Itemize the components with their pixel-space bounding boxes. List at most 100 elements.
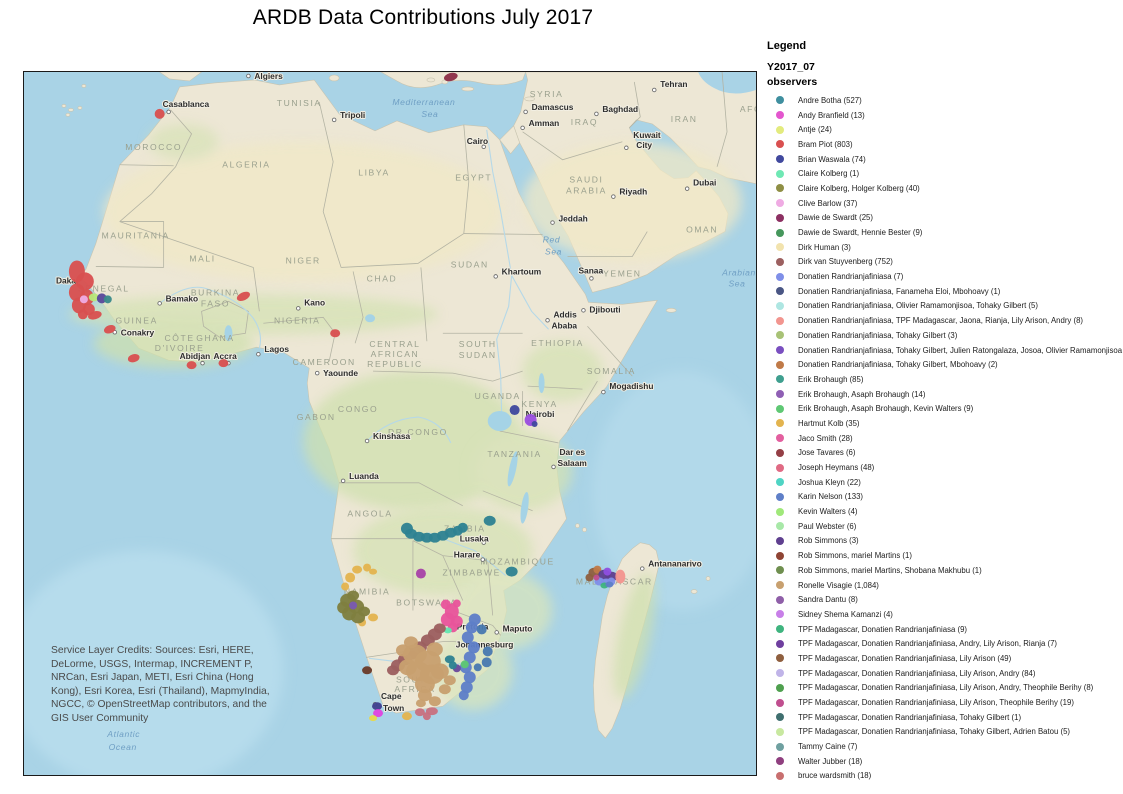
city-dot <box>331 117 337 123</box>
legend-item-label: Kevin Walters (4) <box>798 507 858 517</box>
legend-swatch-icon <box>776 522 784 531</box>
observation-marker <box>483 515 496 526</box>
city-label: Dakar <box>56 275 80 285</box>
observation-marker <box>440 599 451 610</box>
city-label: Casablanca <box>163 99 210 109</box>
legend-item-label: TPF Madagascar, Donatien Randrianjafinia… <box>798 653 1012 663</box>
country-label: GUINEA <box>116 315 158 325</box>
legend-swatch-icon <box>776 169 784 178</box>
legend-swatch-icon <box>776 698 784 707</box>
country-label: ANGOLA <box>347 509 392 519</box>
observation-marker <box>368 613 379 622</box>
legend-item: Donatien Randrianjafiniasa, Tohaky Gilbe… <box>767 343 1123 358</box>
observation-marker <box>461 631 474 644</box>
legend-swatch-icon <box>776 463 784 472</box>
legend-item-label: Andy Branfield (13) <box>798 110 865 120</box>
city-label: Djibouti <box>589 304 620 314</box>
legend-swatch-icon <box>776 140 784 149</box>
country-label: SOUTH <box>459 339 497 349</box>
observation-marker <box>482 646 493 657</box>
observation-marker <box>457 522 468 533</box>
observation-marker <box>77 309 88 320</box>
legend-item: TPF Madagascar, Donatien Randrianjafinia… <box>767 710 1119 725</box>
legend-swatch-icon <box>776 96 784 105</box>
observation-marker <box>444 72 458 82</box>
country-label: SENEGAL <box>78 283 130 293</box>
legend-swatch-icon <box>776 727 784 736</box>
city-dot <box>611 194 616 199</box>
legend-item: Brian Waswala (74) <box>767 152 1119 167</box>
ocean-shallow <box>24 550 284 775</box>
legend-swatch-icon <box>776 390 784 399</box>
city-label: Mogadishu <box>609 381 653 391</box>
country-label: TUNISIA <box>277 98 322 108</box>
legend-swatch-icon <box>776 346 784 355</box>
country-label: MALI <box>189 253 215 263</box>
legend-item-label: TPF Madagascar, Donatien Randrianjafinia… <box>798 698 1074 708</box>
observation-marker <box>448 661 457 670</box>
country-label: CHAD <box>367 273 398 283</box>
observation-marker <box>603 567 612 576</box>
legend-item-label: Sandra Dantu (8) <box>798 595 858 605</box>
country-label: NIGERIA <box>274 315 320 325</box>
legend-swatch-icon <box>776 757 784 766</box>
legend-item: Donatien Randrianjafiniasa, TPF Madagasc… <box>767 313 1119 328</box>
map-viewport[interactable]: MOROCCO ALGERIA TUNISIA LIBYA EGYPT MAURITANI… <box>23 71 757 776</box>
country-label: SAUDI <box>569 175 603 185</box>
city-label: Luanda <box>349 471 379 481</box>
legend-swatch-icon <box>776 125 784 134</box>
legend-swatch-icon <box>776 683 784 692</box>
country-label: YEMEN <box>603 268 641 278</box>
legend-item-label: Rob Simmons (3) <box>798 536 859 546</box>
legend-item: Andy Branfield (13) <box>767 108 1119 123</box>
city-label: Amman <box>529 118 560 128</box>
legend-item-label: Dawie de Swardt, Hennie Bester (9) <box>798 228 923 238</box>
legend-item: TPF Madagascar, Donatien Randrianjafinia… <box>767 666 1119 681</box>
country-label: AFRICAN <box>371 349 420 359</box>
city-dot <box>652 87 657 93</box>
city-dot <box>594 111 599 117</box>
sea-label-layer: MediterraneanSeaRedSeaArabianSeaAtlantic… <box>106 97 755 752</box>
country-label: NAMIBIA <box>344 587 390 597</box>
legend-item: Claire Kolberg, Holger Kolberg (40) <box>767 181 1119 196</box>
observation-marker <box>452 599 461 608</box>
island-mascarene <box>690 589 698 594</box>
lake-tanganyika <box>507 451 518 487</box>
legend-swatch-icon <box>776 448 784 457</box>
city-dot <box>493 274 498 279</box>
legend-item: Clive Barlow (37) <box>767 196 1119 211</box>
legend-item: Erik Brohaugh, Asaph Brohaugh, Kevin Wal… <box>767 401 1119 416</box>
legend-swatch-icon <box>776 771 784 780</box>
city-dot <box>551 464 556 470</box>
country-label: BOTSWANA <box>396 597 457 607</box>
observation-marker <box>330 329 341 338</box>
observation-marker <box>369 715 378 722</box>
legend-item-label: Jaco Smith (28) <box>798 433 853 443</box>
island-canary <box>65 113 71 117</box>
observation-marker <box>473 663 482 672</box>
country-label: CAMEROON <box>293 357 356 367</box>
city-dot <box>296 306 301 311</box>
legend-item-label: Paul Webster (6) <box>798 521 857 531</box>
legend-swatch-icon <box>776 213 784 222</box>
legend-item-label: Jose Tavares (6) <box>798 448 856 458</box>
legend-swatch-icon <box>776 478 784 487</box>
country-label: GABON <box>297 412 336 422</box>
city-label: Baghdad <box>602 104 638 114</box>
legend-sublayer-name: observers <box>767 76 818 88</box>
observation-marker <box>372 702 383 711</box>
legend-item: Jaco Smith (28) <box>767 431 1119 446</box>
legend-swatch-icon <box>776 639 784 648</box>
legend-item-label: Joshua Kleyn (22) <box>798 477 861 487</box>
legend-item-label: Dawie de Swardt (25) <box>798 213 873 223</box>
legend-item-label: Donatien Randrianjafiniasa (7) <box>798 272 904 282</box>
observation-marker <box>615 569 626 584</box>
legend-item-label: Ronelle Visagie (1,084) <box>798 580 879 590</box>
city-label: Abidjan <box>180 351 211 361</box>
legend-item: TPF Madagascar, Donatien Randrianjafinia… <box>767 725 1119 740</box>
observation-marker <box>345 572 356 583</box>
legend-swatch-icon <box>776 243 784 252</box>
legend-item: TPF Madagascar, Donatien Randrianjafinia… <box>767 681 1119 696</box>
country-label: SUDAN <box>459 350 497 360</box>
legend-swatch-icon <box>776 669 784 678</box>
